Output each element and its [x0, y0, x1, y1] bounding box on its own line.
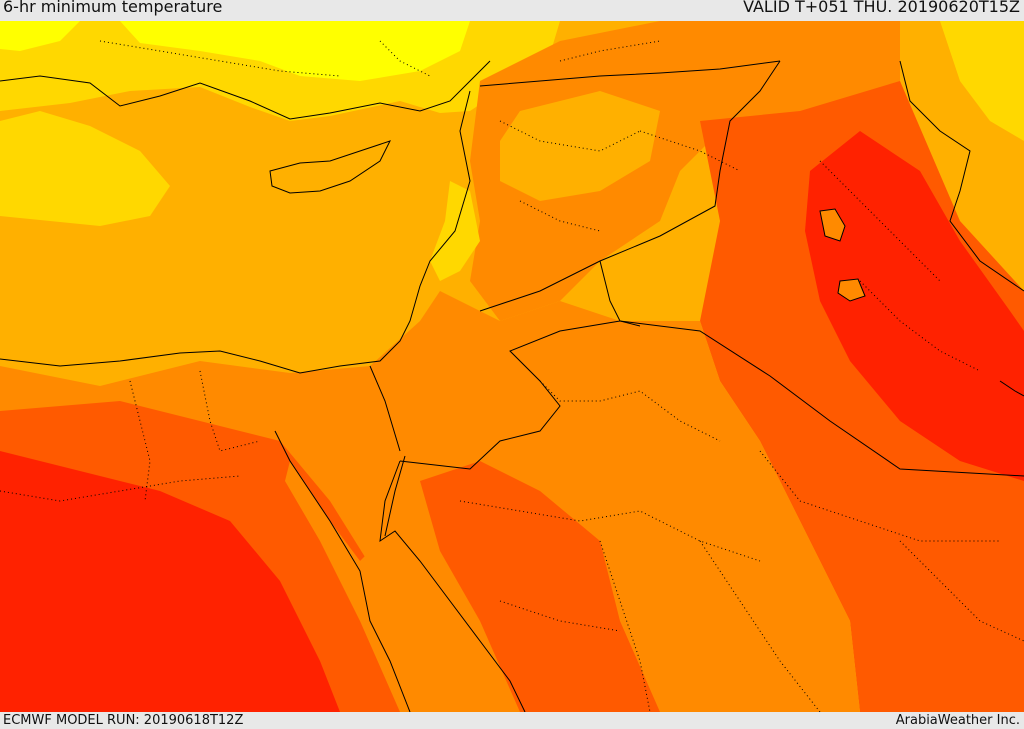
- temp-zone-red-egypt: [0, 451, 340, 712]
- coastline-aqaba: [384, 455, 406, 537]
- border-syria-turkey: [479, 60, 781, 87]
- temp-zone-yellow-west: [0, 111, 170, 226]
- temp-zone-red-iraq: [805, 131, 1024, 481]
- temp-zone-yellow-syria: [500, 91, 660, 201]
- border-jordan-saudi: [399, 320, 621, 470]
- lake-tharthar: [819, 208, 846, 242]
- map-footer: ECMWF MODEL RUN: 20190618T12Z ArabiaWeat…: [0, 712, 1024, 729]
- temp-zone-orange-syria: [470, 21, 900, 321]
- valid-time: VALID T+051 THU. 20190620T15Z: [743, 0, 1020, 16]
- province-borders: [0, 40, 1024, 712]
- border-jordan-iraq: [599, 260, 641, 327]
- coastline-red-sea-east: [379, 460, 526, 712]
- temp-zone-light-yellow-2: [0, 21, 80, 51]
- coastline-cyprus: [269, 140, 391, 194]
- border-iraq-saudi: [619, 320, 1024, 477]
- map-title: 6-hr minimum temperature: [3, 0, 223, 16]
- border-iraq-iran: [899, 60, 1024, 292]
- temp-zone-light-yellow: [120, 21, 470, 81]
- border-egypt-israel: [369, 365, 401, 452]
- coastline-gulf: [999, 380, 1024, 397]
- temp-zone-light-northeast: [940, 21, 1024, 141]
- credit-label: ArabiaWeather Inc.: [895, 713, 1020, 728]
- map-header: 6-hr minimum temperature VALID T+051 THU…: [0, 0, 1024, 21]
- border-syria-iraq: [479, 60, 781, 312]
- lake-razzaza: [837, 278, 866, 302]
- temp-zone-redorange-saudi: [420, 461, 660, 712]
- temperature-map: [0, 21, 1024, 712]
- coastline-levant: [0, 90, 471, 374]
- coastline-red-sea-west: [274, 430, 411, 712]
- model-run-label: ECMWF MODEL RUN: 20190618T12Z: [3, 713, 244, 728]
- coastline-turkey: [0, 60, 491, 120]
